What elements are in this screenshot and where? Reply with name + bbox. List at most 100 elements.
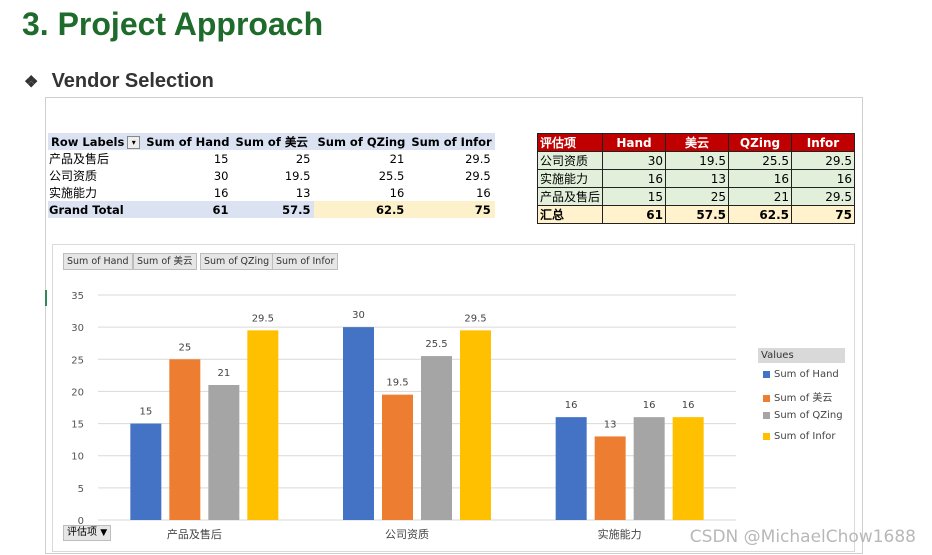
subtitle-text: Vendor Selection xyxy=(51,70,214,92)
table-row: 公司资质 30 19.5 25.5 29.5 xyxy=(537,151,855,170)
eval-total-label[interactable]: 汇总 xyxy=(537,205,603,224)
eval-header-meiyun: 美云 xyxy=(665,133,729,152)
eval-cell[interactable]: 21 xyxy=(728,187,792,206)
pivot-total-cell[interactable]: 57.5 xyxy=(232,201,315,218)
pivot-cell[interactable]: 29.5 xyxy=(465,151,491,166)
pivot-cell[interactable]: 13 xyxy=(295,185,311,200)
eval-header-infor: Infor xyxy=(791,133,855,152)
pivot-total-cell[interactable]: 62.5 xyxy=(314,201,409,218)
pivot-total-label[interactable]: Grand Total xyxy=(48,201,144,218)
chart-plot: 0 5 10 15 20 25 30 35 15 25 21 29.5 产品及售后 30 19.5 25.5 2… xyxy=(71,291,736,541)
data-label: 19.5 xyxy=(386,378,408,389)
bar xyxy=(594,436,626,520)
eval-cell[interactable]: 16 xyxy=(791,169,855,188)
sheet-edge-marker xyxy=(45,290,47,306)
bar xyxy=(130,423,162,520)
bar xyxy=(672,417,704,520)
y-tick-label: 0 xyxy=(78,516,84,527)
eval-total-cell[interactable]: 75 xyxy=(791,205,855,224)
diamond-bullet-icon: ❖ xyxy=(24,74,39,91)
eval-cell[interactable]: 25.5 xyxy=(728,151,792,170)
data-label: 13 xyxy=(604,419,617,430)
legend-label: Sum of QZing xyxy=(774,410,843,421)
pivot-total-row: Grand Total 61 57.5 62.5 75 xyxy=(48,201,495,218)
filter-dropdown-icon[interactable]: ▾ xyxy=(127,135,141,149)
pivot-cell[interactable]: 19.5 xyxy=(284,168,311,183)
eval-cell[interactable]: 16 xyxy=(602,169,666,188)
eval-total-cell[interactable]: 57.5 xyxy=(665,205,729,224)
pivot-header-row-labels[interactable]: Row Labels ▾ xyxy=(48,133,144,150)
y-tick-label: 15 xyxy=(71,420,84,431)
pivot-cell[interactable]: 29.5 xyxy=(465,168,491,183)
bar xyxy=(421,356,452,520)
pivot-cell[interactable]: 15 xyxy=(213,151,229,166)
pivot-total-cell[interactable]: 61 xyxy=(143,201,233,218)
data-label: 29.5 xyxy=(252,313,274,324)
evaluation-table: 评估项 Hand 美云 QZing Infor 公司资质 30 19.5 25.… xyxy=(537,133,855,224)
eval-row-label[interactable]: 产品及售后 xyxy=(537,187,603,206)
eval-cell[interactable]: 29.5 xyxy=(791,187,855,206)
eval-row-label[interactable]: 公司资质 xyxy=(537,151,603,170)
eval-header-row: 评估项 Hand 美云 QZing Infor xyxy=(537,133,855,152)
legend-item[interactable]: Sum of Hand xyxy=(763,369,839,380)
eval-cell[interactable]: 15 xyxy=(602,187,666,206)
pivot-cell[interactable]: 21 xyxy=(389,151,405,166)
y-tick-label: 30 xyxy=(71,323,84,334)
field-button-infor[interactable]: Sum of Infor xyxy=(272,253,339,270)
table-row: 公司资质 30 19.5 25.5 29.5 xyxy=(48,167,495,184)
eval-cell[interactable]: 29.5 xyxy=(791,151,855,170)
pivot-cell[interactable]: 25 xyxy=(295,151,311,166)
pivot-chart[interactable]: Sum of Hand Sum of 美云 Sum of QZing Sum o… xyxy=(52,244,855,552)
pivot-table: Row Labels ▾ Sum of Hand Sum of 美云 Sum of… xyxy=(48,133,495,218)
pivot-total-cell[interactable]: 75 xyxy=(408,201,495,218)
pivot-cell[interactable]: 16 xyxy=(213,185,229,200)
axis-field-button[interactable]: 评估项 ▼ xyxy=(63,525,112,541)
pivot-header-row: Row Labels ▾ Sum of Hand Sum of 美云 Sum of… xyxy=(48,133,495,150)
y-tick-label: 35 xyxy=(71,291,84,302)
table-row: 实施能力 16 13 16 16 xyxy=(537,169,855,188)
data-label: 25 xyxy=(178,342,191,353)
x-tick-label: 产品及售后 xyxy=(167,527,222,541)
table-row: 产品及售后 15 25 21 29.5 xyxy=(48,150,495,167)
legend-title[interactable]: Values xyxy=(758,348,845,363)
pivot-cell[interactable]: 16 xyxy=(476,185,491,200)
eval-cell[interactable]: 30 xyxy=(602,151,666,170)
eval-cell[interactable]: 13 xyxy=(665,169,729,188)
data-label: 29.5 xyxy=(464,313,486,324)
pivot-cell[interactable]: 16 xyxy=(389,185,405,200)
pivot-row-label[interactable]: 实施能力 xyxy=(49,186,98,200)
data-label: 30 xyxy=(352,310,365,321)
legend-label: Sum of Hand xyxy=(774,369,839,380)
pivot-header-qzing: Sum of QZing xyxy=(314,133,409,150)
legend-swatch xyxy=(763,411,770,419)
pivot-row-label[interactable]: 公司资质 xyxy=(49,169,98,183)
data-label: 16 xyxy=(643,400,656,411)
pivot-cell[interactable]: 25.5 xyxy=(378,168,405,183)
pivot-cell[interactable]: 30 xyxy=(213,168,229,183)
pivot-header-label: Row Labels xyxy=(51,134,125,149)
eval-cell[interactable]: 16 xyxy=(728,169,792,188)
pivot-header-infor: Sum of Infor xyxy=(408,133,495,150)
field-button-qzing[interactable]: Sum of QZing xyxy=(200,253,274,270)
eval-total-cell[interactable]: 61 xyxy=(602,205,666,224)
data-label: 16 xyxy=(682,400,695,411)
eval-cell[interactable]: 19.5 xyxy=(665,151,729,170)
eval-cell[interactable]: 25 xyxy=(665,187,729,206)
legend-item[interactable]: Sum of Infor xyxy=(763,431,835,442)
section-subtitle: ❖ Vendor Selection xyxy=(24,70,214,93)
data-label: 15 xyxy=(139,407,152,418)
x-tick-label: 公司资质 xyxy=(385,528,429,541)
legend-item[interactable]: Sum of 美云 xyxy=(763,389,832,404)
field-button-hand[interactable]: Sum of Hand xyxy=(63,253,133,270)
legend-item[interactable]: Sum of QZing xyxy=(763,410,843,421)
eval-row-label[interactable]: 实施能力 xyxy=(537,169,603,188)
eval-total-cell[interactable]: 62.5 xyxy=(728,205,792,224)
filter-funnel-icon[interactable]: ▼ xyxy=(100,528,108,538)
field-button-meiyun[interactable]: Sum of 美云 xyxy=(133,253,197,270)
bar xyxy=(382,394,413,520)
pivot-header-meiyun: Sum of 美云 xyxy=(232,133,315,150)
data-label: 25.5 xyxy=(425,339,447,350)
data-label: 21 xyxy=(217,368,230,379)
pivot-header-hand: Sum of Hand xyxy=(143,133,233,150)
pivot-row-label[interactable]: 产品及售后 xyxy=(49,152,110,166)
